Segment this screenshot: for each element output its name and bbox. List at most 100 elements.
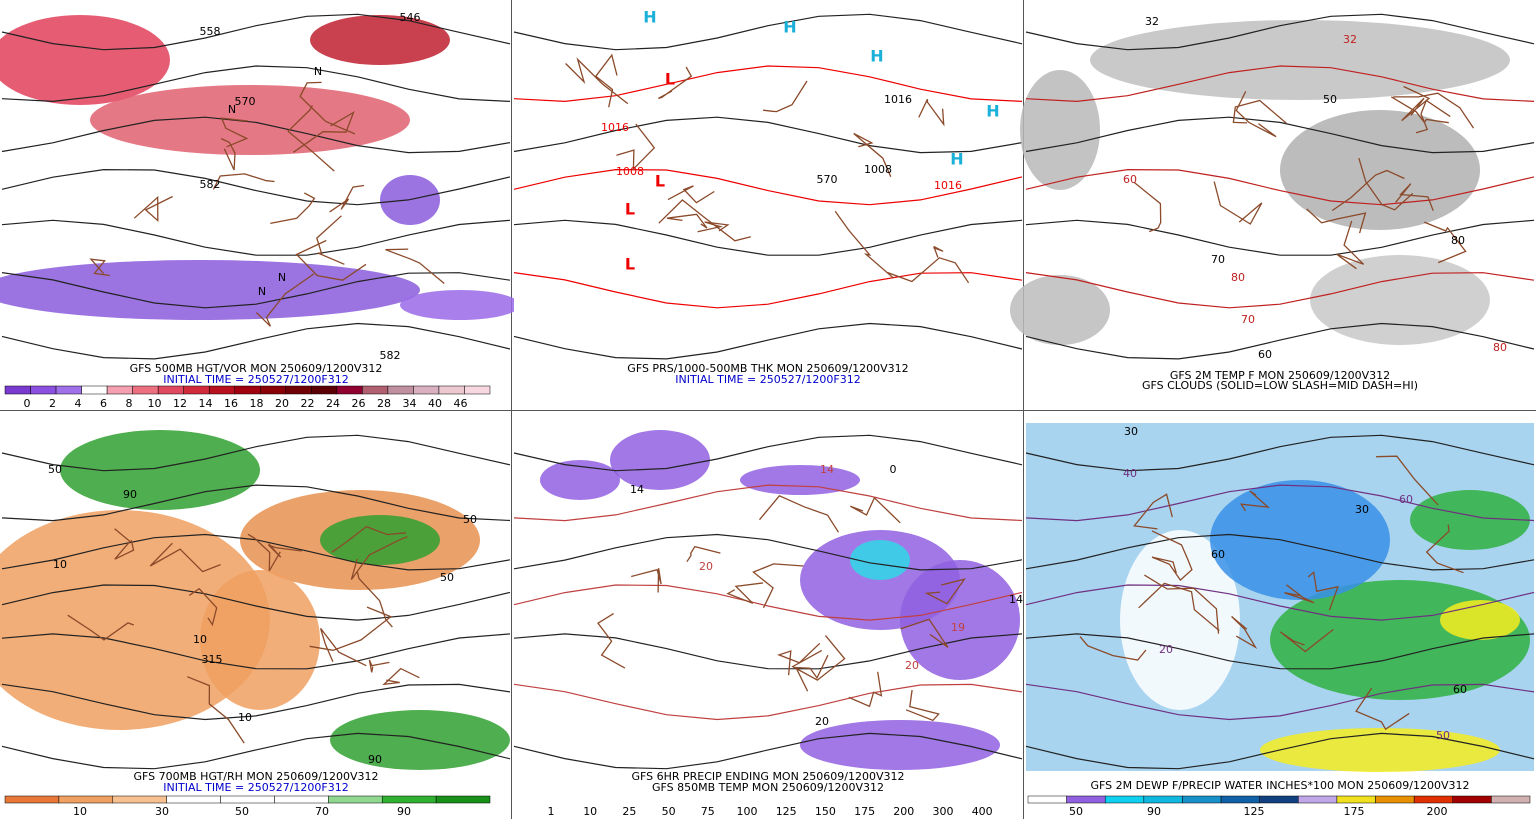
- map-label: H: [986, 102, 999, 121]
- caption: GFS 500MB HGT/VOR MON 250609/1200V312: [130, 362, 383, 375]
- colorbar-label: 200: [893, 805, 914, 818]
- state-boundary: [658, 199, 751, 242]
- contour: [1025, 434, 1535, 472]
- state-boundary: [933, 245, 944, 258]
- state-boundary: [594, 53, 618, 108]
- state-boundary: [1213, 181, 1263, 225]
- state-boundary: [212, 173, 275, 190]
- state-boundary: [1284, 584, 1315, 604]
- shaded-region: [320, 515, 440, 565]
- colorbar-swatch: [1491, 795, 1531, 804]
- contour: [1, 322, 511, 360]
- contour: [1, 633, 511, 670]
- state-boundary: [220, 138, 236, 171]
- map-label: 1008: [864, 163, 892, 176]
- caption: GFS CLOUDS (SOLID=LOW SLASH=MID DASH=HI): [1142, 379, 1418, 392]
- map-label: L: [625, 200, 635, 219]
- colorbar-label: 4: [75, 397, 82, 410]
- contour: [513, 272, 1023, 309]
- colorbar-swatch: [362, 385, 389, 395]
- state-boundary: [1144, 574, 1220, 634]
- state-boundary: [1151, 530, 1193, 581]
- contour: [1025, 533, 1535, 571]
- state-boundary: [1307, 571, 1339, 611]
- state-boundary: [1425, 524, 1464, 574]
- contour: [1025, 484, 1535, 522]
- map-label: 582: [200, 178, 221, 191]
- state-boundary: [292, 111, 355, 153]
- caption: INITIAL TIME = 250527/1200F312: [675, 373, 860, 386]
- colorbar-label: 2: [49, 397, 56, 410]
- state-boundary: [1151, 556, 1181, 581]
- caption: GFS 700MB HGT/RH MON 250609/1200V312: [134, 770, 379, 783]
- map-label: 10: [193, 633, 207, 646]
- map-label: 50: [48, 463, 62, 476]
- state-boundary: [1133, 493, 1173, 530]
- shaded-region: [1010, 275, 1110, 345]
- colorbar-swatch: [1220, 795, 1260, 804]
- colorbar-swatch: [4, 795, 60, 804]
- colorbar-swatch: [1336, 795, 1376, 804]
- map-label: 80: [1451, 234, 1465, 247]
- state-boundary: [1415, 99, 1451, 134]
- state-boundary: [1358, 158, 1414, 211]
- colorbar-label: 10: [73, 805, 87, 818]
- colorbar-label: 20: [275, 397, 289, 410]
- map-label: 1016: [884, 93, 912, 106]
- state-boundary: [1395, 183, 1434, 211]
- shaded-region: [1020, 70, 1100, 190]
- colorbar-swatch: [328, 795, 383, 804]
- contour: [513, 219, 1023, 256]
- colorbar-swatch: [311, 385, 338, 395]
- map-label: H: [870, 47, 883, 66]
- contour: [513, 116, 1023, 154]
- contour: [1025, 116, 1535, 154]
- contour: [1025, 732, 1535, 770]
- state-boundary: [350, 536, 408, 580]
- state-boundary: [887, 257, 970, 284]
- colorbar-label: 12: [173, 397, 187, 410]
- map-label: 60: [1399, 493, 1413, 506]
- colorbar-swatch: [1143, 795, 1183, 804]
- map-label: 558: [200, 25, 221, 38]
- map-label: 20: [905, 659, 919, 672]
- colorbar-swatch: [413, 385, 440, 395]
- contour: [1, 434, 511, 472]
- map-label: 14: [820, 463, 834, 476]
- colorbar-label: 90: [1147, 805, 1161, 818]
- state-boundary: [853, 132, 892, 178]
- contour: [1025, 272, 1535, 309]
- colorbar-label: 24: [326, 397, 340, 410]
- state-boundary: [67, 614, 135, 641]
- state-boundary: [905, 689, 940, 722]
- shaded-region: [610, 430, 710, 490]
- colorbar-swatch: [55, 385, 82, 395]
- map-label: 30: [1355, 503, 1369, 516]
- colorbar-label: 0: [24, 397, 31, 410]
- contour: [1, 272, 511, 309]
- state-boundary: [133, 195, 173, 223]
- colorbar-swatch: [1066, 795, 1106, 804]
- colorbar-label: 175: [854, 805, 875, 818]
- state-boundary: [666, 213, 708, 229]
- state-boundary: [299, 81, 356, 135]
- colorbar-swatch: [387, 385, 414, 395]
- colorbar-swatch: [106, 385, 133, 395]
- state-boundary: [385, 248, 445, 285]
- colorbar-swatch: [220, 795, 275, 804]
- colorbar-label: 150: [815, 805, 836, 818]
- colorbar-label: 175: [1344, 805, 1365, 818]
- colorbar-label: 28: [377, 397, 391, 410]
- map-label: 70: [1241, 313, 1255, 326]
- map-label: 60: [1123, 173, 1137, 186]
- map-label: 50: [463, 513, 477, 526]
- map-label: 90: [368, 753, 382, 766]
- colorbar-label: 70: [315, 805, 329, 818]
- colorbar-label: 14: [199, 397, 213, 410]
- map-label: 10: [53, 558, 67, 571]
- state-boundary: [316, 215, 345, 265]
- shaded-region: [850, 540, 910, 580]
- state-boundary: [1393, 92, 1475, 129]
- map-label: 30: [1124, 425, 1138, 438]
- map-label: 10: [238, 711, 252, 724]
